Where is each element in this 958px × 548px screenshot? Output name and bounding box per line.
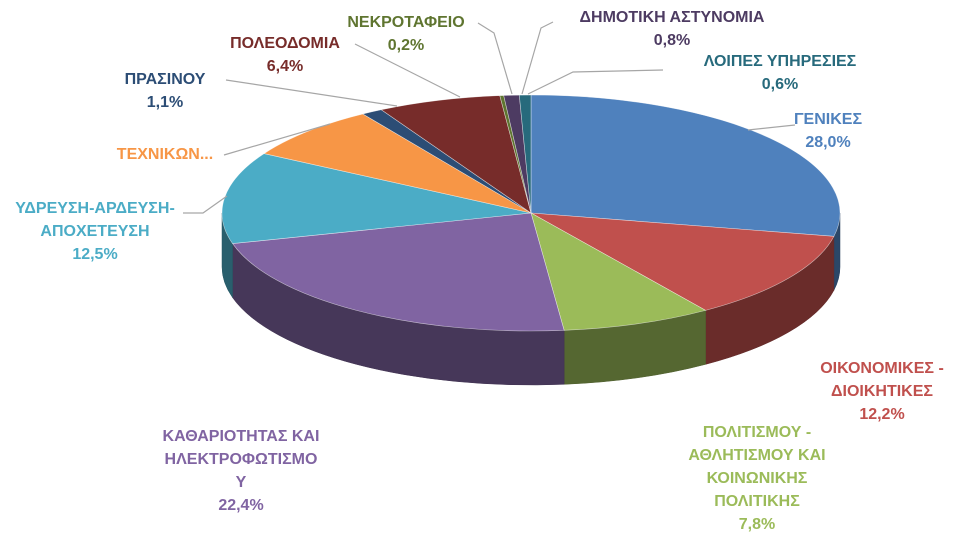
leader-line-8 bbox=[477, 22, 513, 95]
data-label-line: ΓΕΝΙΚΕΣ bbox=[794, 111, 863, 128]
data-label-3: ΚΑΘΑΡΙΟΤΗΤΑΣ ΚΑΙ ΗΛΕΚΤΡΟΦΩΤΙΣΜΟ Υ 22,4% bbox=[163, 428, 320, 514]
data-label-4: ΥΔΡΕΥΣΗ-ΑΡΔΕΥΣΗ- ΑΠΟΧΕΤΕΥΣΗ 12,5% bbox=[15, 200, 175, 263]
data-label-line: ΥΔΡΕΥΣΗ-ΑΡΔΕΥΣΗ- bbox=[15, 200, 175, 217]
data-label-line: ΚΟΙΝΩΝΙΚΗΣ bbox=[707, 470, 808, 487]
data-label-line: ΠΟΛΙΤΙΣΜΟΥ - bbox=[703, 424, 811, 441]
pie-slice-1 bbox=[530, 212, 835, 311]
leader-line-4 bbox=[183, 195, 228, 214]
leader-line-9 bbox=[521, 21, 554, 95]
data-label-line: 12,5% bbox=[72, 246, 117, 263]
data-label-line: ΠΟΛΕΟΔΟΜΙΑ bbox=[230, 35, 340, 52]
pie-slice-5 bbox=[263, 113, 532, 214]
data-label-line: 0,6% bbox=[762, 76, 798, 93]
data-label-1: ΟΙΚΟΝΟΜΙΚΕΣ - ΔΙΟΙΚΗΤΙΚΕΣ 12,2% bbox=[820, 360, 944, 423]
data-label-0: ΓΕΝΙΚΕΣ 28,0% bbox=[794, 111, 863, 151]
pie-slice-3 bbox=[232, 212, 565, 332]
data-label-line: ΤΕΧΝΙΚΩΝ... bbox=[117, 146, 213, 163]
data-label-line: ΗΛΕΚΤΡΟΦΩΤΙΣΜΟ bbox=[165, 451, 318, 468]
data-label-7: ΠΟΛΕΟΔΟΜΙΑ 6,4% bbox=[230, 35, 340, 75]
pie-slice-0 bbox=[530, 94, 841, 237]
data-labels: ΓΕΝΙΚΕΣ 28,0% ΟΙΚΟΝΟΜΙΚΕΣ - ΔΙΟΙΚΗΤΙΚΕΣ 12,2… bbox=[15, 9, 944, 533]
data-label-line: 12,2% bbox=[859, 406, 904, 423]
data-label-line: ΟΙΚΟΝΟΜΙΚΕΣ - bbox=[820, 360, 944, 377]
pie-slice-7 bbox=[380, 95, 532, 214]
data-label-10: ΛΟΙΠΕΣ ΥΠΗΡΕΣΙΕΣ 0,6% bbox=[704, 53, 857, 93]
data-label-6: ΠΡΑΣΙΝΟΥ 1,1% bbox=[125, 71, 206, 111]
leader-line-6 bbox=[225, 79, 398, 107]
pie-slice-10 bbox=[518, 94, 532, 214]
data-label-line: 6,4% bbox=[267, 58, 303, 75]
leader-line-0 bbox=[747, 124, 796, 131]
pie-sides bbox=[221, 212, 841, 386]
data-label-line: ΠΟΛΙΤΙΚΗΣ bbox=[714, 493, 800, 510]
data-label-9: ΔΗΜΟΤΙΚΗ ΑΣΤΥΝΟΜΙΑ 0,8% bbox=[580, 9, 765, 49]
leader-lines bbox=[183, 21, 796, 214]
data-label-line: ΛΟΙΠΕΣ ΥΠΗΡΕΣΙΕΣ bbox=[704, 53, 857, 70]
data-label-line: Υ bbox=[236, 474, 247, 491]
pie-tops bbox=[221, 94, 841, 332]
data-label-8: ΝΕΚΡΟΤΑΦΕΙΟ 0,2% bbox=[347, 14, 464, 54]
data-label-line: ΠΡΑΣΙΝΟΥ bbox=[125, 71, 206, 88]
data-label-line: ΔΗΜΟΤΙΚΗ ΑΣΤΥΝΟΜΙΑ bbox=[580, 9, 765, 26]
leader-line-7 bbox=[354, 43, 461, 98]
leader-line-5 bbox=[223, 123, 331, 156]
data-label-line: ΑΘΛΗΤΙΣΜΟΥ ΚΑΙ bbox=[688, 447, 825, 464]
data-label-line: ΔΙΟΙΚΗΤΙΚΕΣ bbox=[831, 383, 933, 400]
data-label-line: 0,8% bbox=[654, 32, 690, 49]
pie-slice-2 bbox=[530, 212, 707, 331]
leader-line-10 bbox=[527, 69, 664, 95]
data-label-2: ΠΟΛΙΤΙΣΜΟΥ - ΑΘΛΗΤΙΣΜΟΥ ΚΑΙ ΚΟΙΝΩΝΙΚΗΣ ΠΟΛΙ… bbox=[688, 424, 825, 533]
data-label-line: 22,4% bbox=[218, 497, 263, 514]
data-label-line: 7,8% bbox=[739, 516, 775, 533]
data-label-5: ΤΕΧΝΙΚΩΝ... bbox=[117, 146, 213, 163]
data-label-line: ΚΑΘΑΡΙΟΤΗΤΑΣ ΚΑΙ bbox=[163, 428, 320, 445]
data-label-line: 1,1% bbox=[147, 94, 183, 111]
data-label-line: ΑΠΟΧΕΤΕΥΣΗ bbox=[40, 223, 149, 240]
data-label-line: ΝΕΚΡΟΤΑΦΕΙΟ bbox=[347, 14, 464, 31]
data-label-line: 0,2% bbox=[388, 37, 424, 54]
data-label-line: 28,0% bbox=[805, 134, 850, 151]
